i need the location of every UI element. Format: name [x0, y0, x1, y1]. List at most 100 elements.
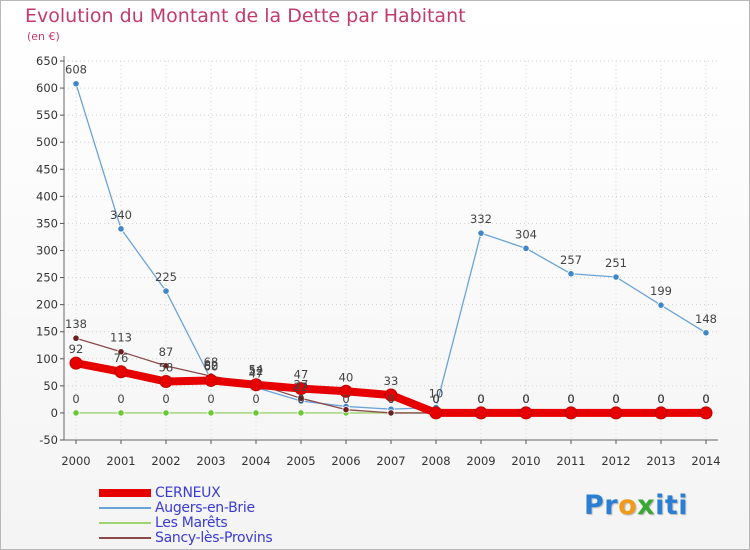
logo-part: Pr — [584, 490, 619, 521]
data-label: 27 — [294, 377, 309, 391]
legend-swatch — [99, 506, 151, 509]
chart-title: Evolution du Montant de la Dette par Hab… — [25, 5, 466, 27]
data-label: 54 — [249, 363, 264, 377]
x-tick-label: 2006 — [331, 454, 360, 468]
x-tick-label: 2010 — [511, 454, 540, 468]
data-point — [249, 378, 263, 392]
x-tick-label: 2005 — [286, 454, 315, 468]
data-point — [699, 406, 713, 420]
x-tick-label: 2004 — [241, 454, 270, 468]
data-point — [657, 301, 665, 309]
data-label: 0 — [477, 392, 484, 406]
data-point — [204, 373, 218, 387]
x-tick-label: 2000 — [61, 454, 90, 468]
data-point — [474, 406, 488, 420]
data-label: 0 — [612, 392, 619, 406]
x-tick-label: 2013 — [646, 454, 675, 468]
data-label: 0 — [567, 392, 574, 406]
data-label: 0 — [567, 392, 574, 406]
data-label: 0 — [387, 392, 394, 406]
legend-item: Les Marêts — [99, 515, 272, 531]
y-tick-label: 200 — [36, 298, 58, 312]
data-label: 608 — [65, 63, 87, 77]
data-point — [339, 384, 353, 398]
data-label: 0 — [657, 392, 664, 406]
y-tick-label: 500 — [36, 135, 58, 149]
data-label: 68 — [204, 355, 219, 369]
y-tick-label: 150 — [36, 325, 58, 339]
data-label: 0 — [297, 392, 304, 406]
data-label: 257 — [560, 253, 582, 267]
y-tick-label: 350 — [36, 216, 58, 230]
data-label: 40 — [339, 370, 354, 384]
x-tick-label: 2011 — [556, 454, 585, 468]
data-label: 0 — [432, 392, 439, 406]
legend-label: Augers-en-Brie — [155, 499, 255, 516]
data-point — [387, 409, 395, 417]
legend-label: Sancy-lès-Provins — [155, 529, 273, 546]
data-point — [117, 409, 125, 417]
data-label: 47 — [294, 368, 309, 382]
data-label: 0 — [522, 392, 529, 406]
data-label: 199 — [650, 284, 672, 298]
data-label: 340 — [110, 208, 132, 222]
data-label: 0 — [657, 392, 664, 406]
data-point — [159, 375, 173, 389]
data-label: 0 — [657, 392, 664, 406]
data-point — [477, 229, 485, 237]
x-tick-label: 2008 — [421, 454, 450, 468]
data-point — [702, 329, 710, 337]
data-label: 87 — [159, 345, 174, 359]
y-tick-label: 250 — [36, 271, 58, 285]
y-tick-label: -50 — [39, 433, 58, 447]
data-label: 76 — [114, 351, 129, 365]
data-point — [429, 406, 443, 420]
data-label: 0 — [252, 392, 259, 406]
data-label: 0 — [117, 392, 124, 406]
data-point — [609, 406, 623, 420]
data-label: 138 — [65, 317, 87, 331]
y-tick-label: 50 — [43, 379, 58, 393]
y-tick-label: 450 — [36, 162, 58, 176]
x-tick-label: 2001 — [106, 454, 135, 468]
data-label: 0 — [522, 392, 529, 406]
x-tick-label: 2009 — [466, 454, 495, 468]
data-point — [567, 270, 575, 278]
legend-item: Augers-en-Brie — [99, 499, 272, 516]
y-tick-label: 600 — [36, 81, 58, 95]
data-point — [72, 334, 80, 342]
data-label: 0 — [702, 392, 709, 406]
legend-swatch — [99, 536, 151, 539]
data-label: 0 — [432, 392, 439, 406]
data-point — [519, 406, 533, 420]
data-point — [654, 406, 668, 420]
data-point — [297, 394, 305, 402]
legend-swatch — [99, 488, 151, 497]
data-point — [342, 406, 350, 414]
data-point — [117, 225, 125, 233]
data-point — [384, 388, 398, 402]
data-label: 62 — [204, 358, 219, 372]
data-label: 0 — [207, 392, 214, 406]
data-label: 304 — [515, 227, 537, 241]
data-label: 0 — [72, 392, 79, 406]
y-tick-label: 300 — [36, 244, 58, 258]
data-point — [162, 287, 170, 295]
x-tick-label: 2003 — [196, 454, 225, 468]
data-point — [297, 409, 305, 417]
series-layer — [69, 80, 713, 420]
data-point — [117, 348, 125, 356]
legend-swatch — [99, 521, 151, 524]
data-label: 22 — [294, 380, 309, 394]
x-tick-label: 2012 — [601, 454, 630, 468]
x-tick-label: 2014 — [691, 454, 720, 468]
data-point — [114, 365, 128, 379]
data-label: 0 — [702, 392, 709, 406]
data-point — [162, 362, 170, 370]
legend: CERNEUX Augers-en-Brie Les Marêts Sancy-lès… — [99, 485, 273, 546]
data-label: 58 — [159, 361, 174, 375]
data-point — [162, 409, 170, 417]
chart-unit-label: (en €) — [27, 30, 60, 43]
